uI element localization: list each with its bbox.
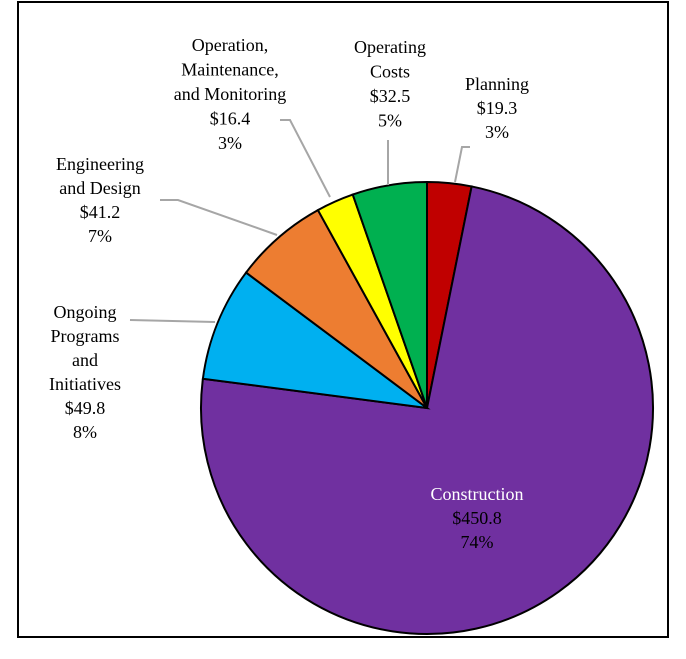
- pie-slice: [200, 185, 654, 635]
- slice-label: Construction: [431, 484, 524, 504]
- slice-label-line: and: [72, 350, 98, 370]
- slice-label: Planning: [465, 74, 529, 94]
- slice-label-line: Construction: [431, 484, 524, 504]
- slice-label-line: and Monitoring: [174, 84, 287, 104]
- slice-label-line: Planning: [465, 74, 529, 94]
- slice-label: Operation, Maintenance, and Monitoring: [174, 35, 287, 104]
- slice-label-line: Programs: [51, 326, 120, 346]
- value-label: $16.4: [210, 109, 251, 129]
- pie-slice: [201, 271, 431, 410]
- slice-label-line: and Design: [59, 178, 140, 198]
- slice-label-line: Maintenance,: [181, 60, 278, 80]
- slice-label: Ongoing Programs and Initiatives: [49, 302, 121, 394]
- percent-label: 7%: [88, 226, 112, 246]
- slice-label-line: Costs: [370, 62, 410, 82]
- percent-label: 3%: [218, 133, 242, 153]
- percent-label: 8%: [73, 422, 97, 442]
- percent-label: 74%: [461, 532, 494, 552]
- slice-label-line: Engineering: [56, 154, 144, 174]
- slice-label-line: Initiatives: [49, 374, 121, 394]
- leader-line: [454, 146, 470, 183]
- value-label: $450.8: [452, 508, 502, 528]
- slice-label: Operating Costs: [354, 37, 426, 82]
- value-label: $32.5: [370, 86, 411, 106]
- slice-label-line: Operating: [354, 37, 426, 57]
- value-label: $49.8: [65, 398, 106, 418]
- percent-label: 5%: [378, 111, 402, 131]
- slice-label: Engineering and Design: [56, 154, 144, 198]
- leader-line: [129, 319, 216, 323]
- slice-label-line: Ongoing: [54, 302, 117, 322]
- pie-slice: [351, 180, 428, 409]
- leader-line: [280, 119, 331, 198]
- slice-label-line: Operation,: [192, 35, 268, 55]
- value-label: $41.2: [80, 202, 121, 222]
- percent-label: 3%: [485, 122, 509, 142]
- value-label: $19.3: [477, 98, 518, 118]
- leader-line: [160, 199, 278, 236]
